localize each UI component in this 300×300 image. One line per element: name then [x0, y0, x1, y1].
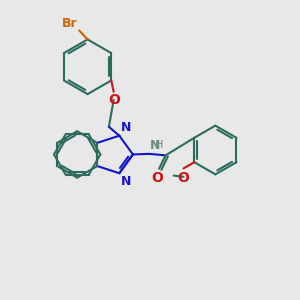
- Text: H: H: [155, 140, 164, 150]
- Text: O: O: [152, 171, 164, 185]
- Text: N: N: [121, 175, 131, 188]
- Text: N: N: [150, 140, 160, 152]
- Text: N: N: [121, 121, 131, 134]
- Text: O: O: [108, 93, 120, 106]
- Text: Br: Br: [62, 17, 78, 30]
- Text: O: O: [178, 171, 189, 185]
